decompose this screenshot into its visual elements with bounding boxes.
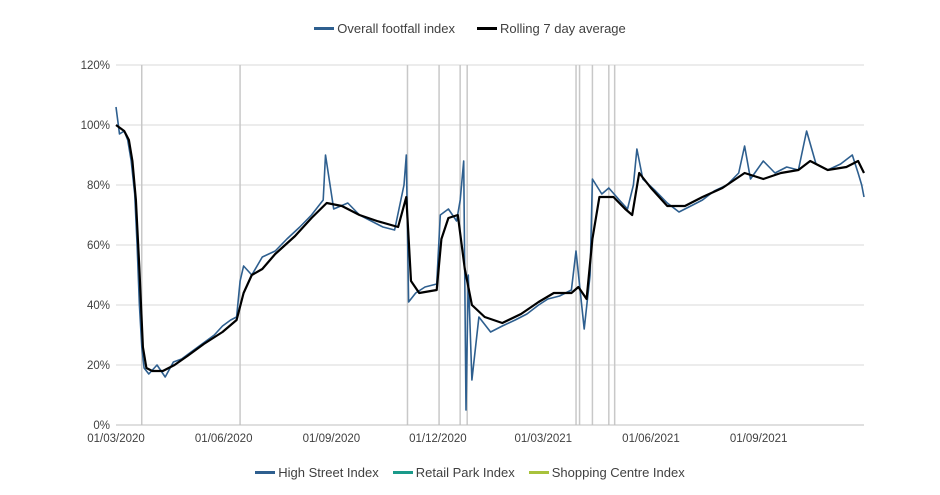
bottom-legend: High Street Index Retail Park Index Shop…	[0, 465, 940, 480]
legend-label-retail-park: Retail Park Index	[415, 465, 515, 480]
y-tick-label: 120%	[81, 60, 110, 72]
y-tick-label: 40%	[87, 300, 110, 312]
top-legend: Overall footfall index Rolling 7 day ave…	[0, 21, 940, 36]
legend-item-retail-park: Retail Park Index	[392, 465, 515, 480]
x-tick-label: 01/03/2020	[87, 433, 145, 445]
y-tick-label: 0%	[93, 420, 110, 432]
y-tick-label: 20%	[87, 360, 110, 372]
x-tick-label: 01/09/2020	[303, 433, 361, 445]
x-tick-label: 01/12/2020	[409, 433, 467, 445]
legend-item-high-street: High Street Index	[255, 465, 379, 480]
legend-swatch-shopping-centre	[528, 471, 549, 474]
y-tick-label: 60%	[87, 240, 110, 252]
x-tick-label: 01/09/2021	[730, 433, 788, 445]
legend-swatch-high-street	[255, 471, 276, 474]
legend-swatch-overall	[314, 27, 335, 30]
legend-item-shopping-centre: Shopping Centre Index	[528, 465, 685, 480]
x-tick-label: 01/06/2021	[622, 433, 680, 445]
y-tick-label: 80%	[87, 180, 110, 192]
x-tick-label: 01/06/2020	[195, 433, 253, 445]
legend-label-shopping-centre: Shopping Centre Index	[551, 465, 685, 480]
rolling-average-line	[115, 124, 865, 373]
legend-swatch-retail-park	[392, 471, 413, 474]
legend-label-high-street: High Street Index	[278, 465, 379, 480]
legend-item-overall: Overall footfall index	[314, 21, 455, 36]
y-tick-label: 100%	[81, 120, 110, 132]
legend-item-rolling: Rolling 7 day average	[477, 21, 626, 36]
legend-label-rolling: Rolling 7 day average	[500, 21, 626, 36]
legend-swatch-rolling	[477, 27, 498, 30]
legend-label-overall: Overall footfall index	[337, 21, 456, 36]
x-tick-label: 01/03/2021	[514, 433, 572, 445]
